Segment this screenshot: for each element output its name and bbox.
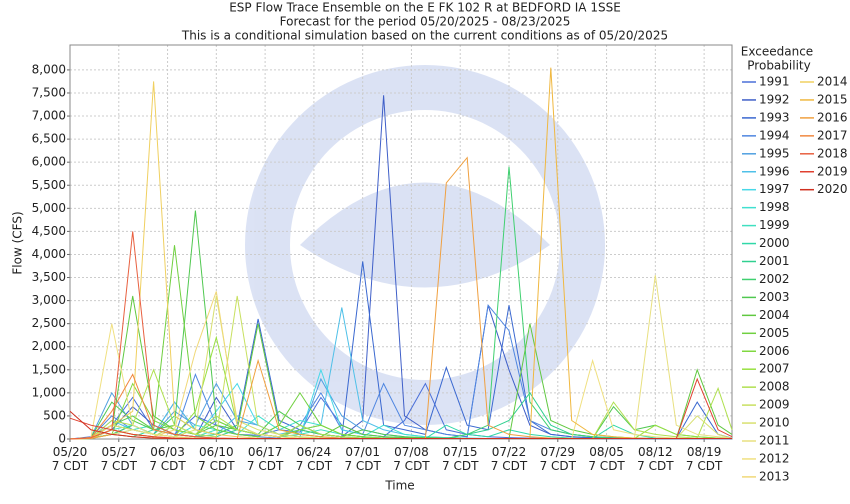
chart-title: ESP Flow Trace Ensemble on the E FK 102 … xyxy=(229,1,621,15)
x-tick-label: 07/01 7 CDT xyxy=(344,445,381,473)
legend-label: 2015 xyxy=(817,92,848,106)
x-tick-label: 06/10 7 CDT xyxy=(198,445,235,473)
x-tick-label: 05/20 7 CDT xyxy=(52,445,89,473)
y-tick-label: 5,500 xyxy=(32,178,66,192)
y-tick-label: 500 xyxy=(43,408,66,422)
y-tick-label: 2,000 xyxy=(32,339,66,353)
legend-label: 1992 xyxy=(759,92,790,106)
y-tick-label: 4,000 xyxy=(32,247,66,261)
x-tick-label: 07/22 7 CDT xyxy=(491,445,528,473)
legend-label: 1997 xyxy=(759,182,790,196)
legend-label: 2016 xyxy=(817,110,848,124)
legend-label: 2013 xyxy=(759,469,790,483)
x-tick-label: 08/19 7 CDT xyxy=(686,445,723,473)
y-tick-label: 0 xyxy=(58,432,66,446)
y-tick-label: 6,500 xyxy=(32,132,66,146)
legend-label: 2000 xyxy=(759,236,790,250)
y-tick-label: 7,000 xyxy=(32,109,66,123)
x-tick-label: 07/15 7 CDT xyxy=(442,445,479,473)
y-tick-label: 1,000 xyxy=(32,385,66,399)
watermark xyxy=(245,65,605,425)
legend-label: 2012 xyxy=(759,451,790,465)
y-tick-label: 8,000 xyxy=(32,62,66,76)
legend-label: 1998 xyxy=(759,200,790,214)
series-line xyxy=(69,210,733,440)
x-tick-label: 05/27 7 CDT xyxy=(101,445,138,473)
legend-label: 2019 xyxy=(817,164,848,178)
legend-label: 2001 xyxy=(759,254,790,268)
x-tick-label: 06/03 7 CDT xyxy=(149,445,186,473)
legend-label: 2017 xyxy=(817,128,848,142)
chart-subtitle: Forecast for the period 05/20/2025 - 08/… xyxy=(280,15,571,29)
legend-label: 1993 xyxy=(759,110,790,124)
x-tick-label: 06/17 7 CDT xyxy=(247,445,284,473)
legend-label: 2006 xyxy=(759,344,790,358)
x-tick-label: 07/29 7 CDT xyxy=(540,445,577,473)
legend-label: 1991 xyxy=(759,75,790,89)
legend-label: 1996 xyxy=(759,164,790,178)
y-tick-label: 5,000 xyxy=(32,201,66,215)
legend-label: 2007 xyxy=(759,362,790,376)
legend-label: 2018 xyxy=(817,146,848,160)
x-tick-label: 07/08 7 CDT xyxy=(393,445,430,473)
legend-label: 2009 xyxy=(759,398,790,412)
x-tick-label: 06/24 7 CDT xyxy=(296,445,333,473)
y-tick-label: 4,500 xyxy=(32,224,66,238)
x-tick-label: 08/05 7 CDT xyxy=(588,445,625,473)
legend-title: Exceedance xyxy=(741,45,813,59)
y-tick-label: 1,500 xyxy=(32,362,66,376)
y-axis-label: Flow (CFS) xyxy=(11,211,25,274)
legend-label: 2011 xyxy=(759,434,790,448)
legend-label: 1995 xyxy=(759,146,790,160)
y-tick-label: 7,500 xyxy=(32,85,66,99)
legend-label: 2020 xyxy=(817,182,848,196)
legend-label: 2010 xyxy=(759,416,790,430)
legend-label: 2014 xyxy=(817,75,848,89)
legend-label: 2005 xyxy=(759,326,790,340)
legend-label: 2008 xyxy=(759,380,790,394)
y-tick-label: 3,500 xyxy=(32,270,66,284)
legend-label: 2004 xyxy=(759,308,790,322)
legend-title: Probability xyxy=(747,59,810,73)
y-tick-label: 6,000 xyxy=(32,155,66,169)
y-tick-label: 3,000 xyxy=(32,293,66,307)
chart-note: This is a conditional simulation based o… xyxy=(181,29,668,43)
legend-label: 2002 xyxy=(759,272,790,286)
legend-label: 1999 xyxy=(759,218,790,232)
legend-label: 1994 xyxy=(759,128,790,142)
series-line xyxy=(69,410,732,439)
x-tick-label: 08/12 7 CDT xyxy=(637,445,674,473)
x-axis-label: Time xyxy=(384,479,414,493)
legend-label: 2003 xyxy=(759,290,790,304)
y-tick-label: 2,500 xyxy=(32,316,66,330)
